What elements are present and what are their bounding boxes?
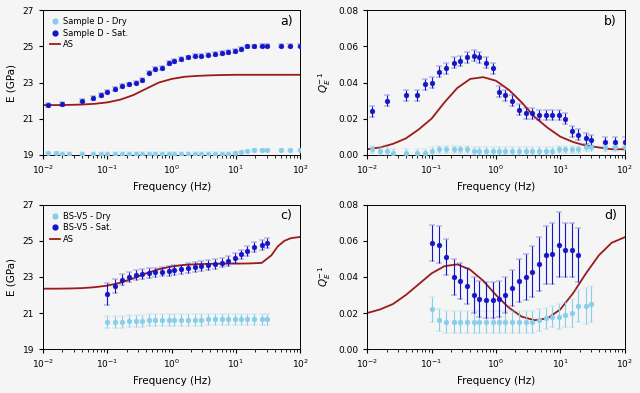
Legend: BS-V5 - Dry, BS-V5 - Sat., AS: BS-V5 - Dry, BS-V5 - Sat., AS bbox=[47, 209, 115, 246]
Legend: Sample D - Dry, Sample D - Sat., AS: Sample D - Dry, Sample D - Sat., AS bbox=[47, 15, 131, 51]
X-axis label: Frequency (Hz): Frequency (Hz) bbox=[132, 182, 211, 192]
Text: a): a) bbox=[280, 15, 292, 28]
X-axis label: Frequency (Hz): Frequency (Hz) bbox=[457, 376, 535, 386]
Y-axis label: $Q_E^{-1}$: $Q_E^{-1}$ bbox=[316, 266, 333, 287]
Y-axis label: E (GPa): E (GPa) bbox=[7, 64, 17, 101]
X-axis label: Frequency (Hz): Frequency (Hz) bbox=[457, 182, 535, 192]
Y-axis label: E (GPa): E (GPa) bbox=[7, 258, 17, 296]
Text: c): c) bbox=[281, 209, 292, 222]
Y-axis label: $Q_E^{-1}$: $Q_E^{-1}$ bbox=[316, 72, 333, 93]
X-axis label: Frequency (Hz): Frequency (Hz) bbox=[132, 376, 211, 386]
Text: b): b) bbox=[604, 15, 617, 28]
Text: d): d) bbox=[604, 209, 617, 222]
